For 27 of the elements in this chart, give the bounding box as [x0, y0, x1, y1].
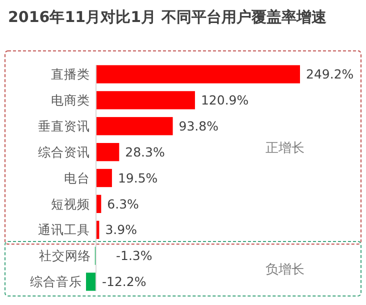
- data-label: -12.2%: [102, 274, 146, 290]
- bar: [96, 65, 300, 84]
- bar: [86, 272, 96, 291]
- data-label: 249.2%: [306, 66, 354, 82]
- data-label: 120.9%: [200, 92, 249, 108]
- data-label: 19.5%: [118, 170, 158, 186]
- bar: [96, 142, 120, 162]
- y-tick-label: 综合音乐: [30, 274, 82, 290]
- annotation: 负增长: [266, 262, 304, 278]
- bar: [96, 117, 173, 136]
- data-label: -1.3%: [116, 248, 152, 264]
- y-tick-label: 电台: [64, 170, 90, 186]
- data-label: 6.3%: [107, 196, 140, 212]
- data-label: 3.9%: [105, 222, 138, 238]
- y-tick-label: 直播类: [51, 66, 90, 82]
- data-label: 93.8%: [178, 118, 219, 134]
- annotation: 正增长: [266, 141, 304, 156]
- y-tick-label: 综合资讯: [38, 144, 90, 160]
- y-tick-label: 通讯工具: [38, 222, 90, 238]
- y-tick-label: 社交网络: [38, 248, 91, 264]
- y-tick-label: 电商类: [51, 92, 90, 108]
- y-tick-label: 垂直资讯: [38, 118, 90, 134]
- bar: [96, 91, 195, 110]
- chart-title: 2016年11月对比1月 不同平台用户覆盖率增速: [8, 8, 328, 26]
- bar: [96, 168, 112, 188]
- data-label: 28.3%: [125, 144, 165, 160]
- y-tick-label: 短视频: [51, 196, 90, 212]
